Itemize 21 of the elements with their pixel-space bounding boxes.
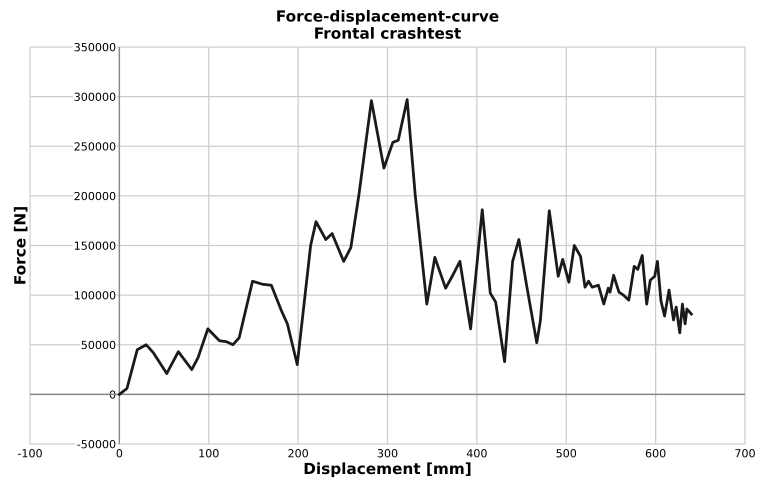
y-tick-label: 250000: [74, 142, 116, 151]
y-axis-title: Force [N]: [14, 207, 28, 284]
x-tick-label: 400: [466, 449, 487, 458]
y-tick-label: 50000: [82, 340, 116, 350]
y-tick-label: 200000: [74, 192, 116, 200]
x-tick-label: 600: [646, 449, 666, 458]
line-series: [118, 98, 693, 396]
y-tick-label: 150000: [74, 241, 116, 250]
y-tick-label: -50000: [77, 440, 116, 448]
x-tick-label: 200: [288, 449, 308, 458]
y-tick-label: 350000: [74, 42, 116, 52]
x-tick-label: 700: [735, 449, 755, 458]
x-tick-label: 0: [116, 449, 122, 458]
x-axis-title: Displacement [mm]: [304, 462, 470, 478]
chart-title: Force-displacement-curve Frontal crashtest: [277, 10, 498, 39]
x-tick-label: 100: [199, 449, 219, 458]
x-tick-label: -100: [18, 449, 42, 458]
y-tick-label: 300000: [74, 92, 116, 102]
x-tick-label: 300: [378, 449, 398, 458]
x-tick-label: 500: [556, 449, 576, 458]
y-tick-label: 100000: [74, 291, 116, 300]
